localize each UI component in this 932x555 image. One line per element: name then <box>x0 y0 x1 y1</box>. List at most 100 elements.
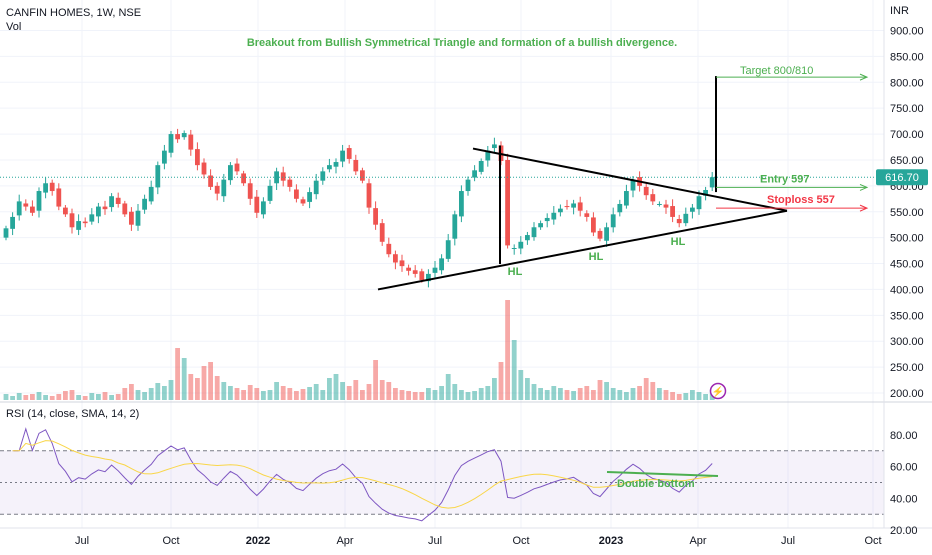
volume-bar <box>386 382 392 400</box>
hl-label: HL <box>589 251 604 263</box>
symbol-title: CANFIN HOMES, 1W, NSE <box>6 7 142 19</box>
candlesticks <box>0 128 884 288</box>
candle-body <box>129 211 134 225</box>
double-bottom-label: Double bottom <box>617 478 695 490</box>
volume-bar <box>412 392 418 400</box>
candle-body <box>597 230 603 239</box>
volume-bar <box>320 390 326 400</box>
candle-body <box>452 214 458 239</box>
candle-body <box>650 194 656 202</box>
volume-bar <box>485 386 491 400</box>
candle-body <box>23 203 29 207</box>
time-tick-label: Jul <box>428 535 442 547</box>
candle-body <box>142 198 147 210</box>
hl-label: HL <box>671 236 686 248</box>
candle-body <box>76 221 81 230</box>
volume-bar <box>135 390 141 400</box>
candle-body <box>531 227 537 238</box>
price-tick-label: 400.00 <box>890 284 924 296</box>
candle-body <box>36 191 42 211</box>
volume-bar <box>23 395 29 400</box>
candle-body <box>564 206 570 208</box>
volume-bar <box>393 388 398 400</box>
candle-body <box>320 171 326 181</box>
time-tick-label: Jul <box>75 535 89 547</box>
candle-body <box>69 213 75 228</box>
candle-body <box>162 150 167 164</box>
price-tick-label: 650.00 <box>890 155 924 167</box>
volume-bar <box>89 393 95 400</box>
volume-bar <box>498 362 504 400</box>
candle-body <box>195 149 200 166</box>
volume-bar <box>280 386 286 400</box>
volume-bar <box>610 388 616 400</box>
candle-body <box>386 243 392 255</box>
volume-bar <box>82 396 88 400</box>
volume-bar <box>3 394 9 400</box>
candle-body <box>10 216 15 229</box>
candle-body <box>604 227 609 241</box>
triangle-lower-line <box>377 209 788 291</box>
volume-bar <box>538 388 543 400</box>
volume-bar <box>617 390 623 400</box>
volume-bar <box>49 396 55 400</box>
volume-bar <box>492 378 497 400</box>
candle-body <box>445 240 451 259</box>
candle-body <box>228 165 233 181</box>
volume-bar <box>564 390 570 400</box>
candle-body <box>181 133 187 138</box>
candle-body <box>426 273 431 282</box>
volume-bar <box>188 374 194 400</box>
volume-bar <box>168 380 174 400</box>
triangle-upper-line <box>472 147 788 212</box>
volume-bar <box>30 394 35 400</box>
candle-body <box>544 217 550 222</box>
target-arrow-head <box>859 73 869 81</box>
time-tick-label: Apr <box>689 535 706 547</box>
candle-body <box>610 214 616 228</box>
volume-bar <box>208 362 213 400</box>
price-tick-label: 800.00 <box>890 77 924 89</box>
price-tick-label: 350.00 <box>890 310 924 322</box>
volume-bar <box>478 388 484 400</box>
time-tick-label: Oct <box>162 535 179 547</box>
volume-bar <box>69 390 75 400</box>
last-price-label: 616.70 <box>885 172 919 184</box>
lightning-glyph: ⚡ <box>712 385 724 398</box>
candle-body <box>208 175 213 187</box>
volume-bar <box>294 391 299 400</box>
candle-body <box>683 213 689 224</box>
volume-bar <box>670 392 675 400</box>
candle-body <box>201 162 207 175</box>
candle-body <box>307 192 312 202</box>
volume-bar <box>399 390 405 400</box>
candle-body <box>379 223 385 242</box>
chart-title: Breakout from Bullish Symmetrical Triang… <box>247 37 677 49</box>
volume-bar <box>234 388 240 400</box>
volume-bar <box>254 388 260 400</box>
volume-bar <box>195 378 200 400</box>
time-tick-label: 2023 <box>599 535 623 547</box>
volume-bar <box>221 382 227 400</box>
candle-body <box>280 172 286 181</box>
volume-bar <box>366 384 372 400</box>
candle-body <box>419 271 425 281</box>
rsi-tick-label: 40.00 <box>890 493 918 505</box>
candle-body <box>360 170 365 181</box>
volume-bar <box>56 394 62 400</box>
candle-body <box>577 202 583 211</box>
candle-body <box>313 180 319 195</box>
entry-arrow-head <box>859 183 869 191</box>
price-tick-label: 550.00 <box>890 207 924 219</box>
volume-bar <box>155 383 161 400</box>
volume-bar <box>465 392 471 400</box>
volume-bar <box>419 392 425 400</box>
volume-bar <box>445 374 451 400</box>
candle-body <box>393 254 398 263</box>
candle-body <box>109 196 114 208</box>
rsi-sma-line <box>12 440 713 509</box>
volume-bar <box>439 386 444 400</box>
volume-bar <box>129 384 134 400</box>
candle-body <box>406 267 411 271</box>
